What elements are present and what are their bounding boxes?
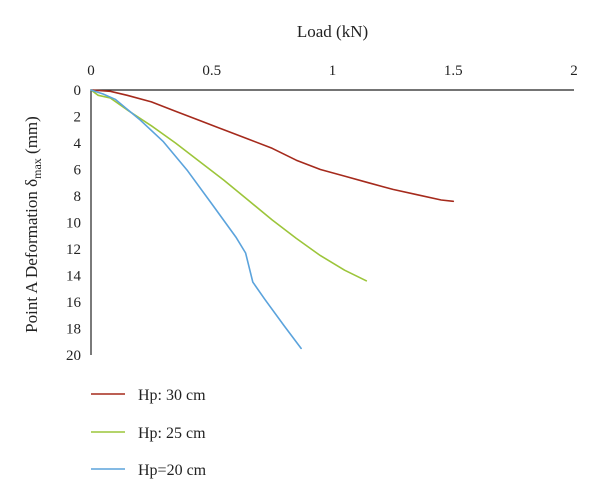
- y-tick-label: 20: [66, 348, 81, 364]
- y-tick-label: 0: [74, 83, 82, 99]
- y-axis-title-unit: (mm): [22, 116, 41, 158]
- series-line-3: [90, 89, 302, 350]
- x-tick-label: 0: [87, 63, 95, 79]
- y-axis-title-subscript: max: [30, 158, 44, 179]
- y-tick-label: 8: [74, 189, 82, 205]
- y-tick-label: 6: [74, 163, 82, 179]
- x-tick-label: 0.5: [202, 63, 221, 79]
- y-tick-label: 2: [74, 110, 82, 126]
- y-tick-label: 16: [66, 295, 82, 311]
- legend: Hp: 30 cm Hp: 25 cm Hp=20 cm: [91, 387, 207, 479]
- legend-label: Hp: 25 cm: [138, 425, 206, 442]
- y-axis-title: Point A Deformation δmax (mm): [22, 116, 44, 333]
- y-axis-title-main: Point A Deformation δ: [22, 179, 41, 333]
- x-tick-label: 1: [329, 63, 337, 79]
- series-line-2: [90, 89, 368, 282]
- y-tick-label: 12: [66, 242, 81, 258]
- y-tick-label: 18: [66, 322, 81, 338]
- y-tick-label: 4: [74, 136, 82, 152]
- x-axis-title: Load (kN): [297, 22, 368, 41]
- y-tick-label: 14: [66, 269, 82, 285]
- x-tick-label: 1.5: [444, 63, 463, 79]
- legend-label: Hp=20 cm: [138, 462, 207, 479]
- series-layer: [90, 89, 455, 350]
- x-tick-label: 2: [570, 63, 578, 79]
- series-line-1: [90, 89, 455, 203]
- legend-label: Hp: 30 cm: [138, 387, 206, 404]
- y-tick-label: 10: [66, 216, 81, 232]
